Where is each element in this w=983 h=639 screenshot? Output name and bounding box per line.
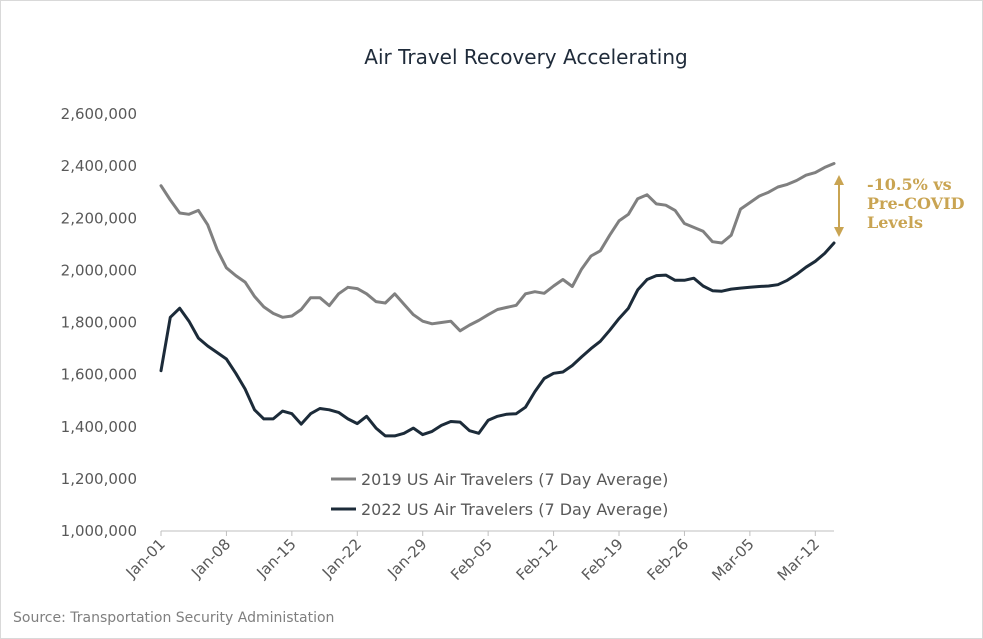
x-tick-label: Feb-19 <box>578 535 627 584</box>
series-line-2022 <box>159 241 836 438</box>
x-tick-label: Mar-05 <box>708 535 757 584</box>
x-tick-label: Jan-01 <box>122 535 169 582</box>
x-tick-label: Mar-12 <box>774 535 823 584</box>
legend: 2019 US Air Travelers (7 Day Average) 20… <box>331 470 668 519</box>
x-tick-label: Jan-08 <box>187 535 234 582</box>
y-tick-label: 1,600,000 <box>61 366 137 384</box>
annotation-line-3: Levels <box>867 213 923 232</box>
source-note: Source: Transportation Security Administ… <box>13 610 334 626</box>
gap-annotation: -10.5% vs Pre-COVID Levels <box>834 175 965 237</box>
annotation-line-1: -10.5% vs <box>867 175 952 194</box>
y-tick-label: 1,000,000 <box>61 522 137 540</box>
y-tick-label: 2,200,000 <box>61 209 137 227</box>
y-tick-label: 1,200,000 <box>61 470 137 488</box>
x-tick-label: Feb-12 <box>513 535 562 584</box>
gap-arrow-head-up <box>834 175 844 185</box>
y-tick-label: 2,400,000 <box>61 157 137 175</box>
gap-arrow-head-down <box>834 227 844 237</box>
x-tick-label: Feb-26 <box>643 535 692 584</box>
y-tick-label: 2,000,000 <box>61 261 137 279</box>
x-tick-label: Jan-29 <box>383 535 430 582</box>
series-line-2019 <box>159 162 836 333</box>
legend-label-2022: 2022 US Air Travelers (7 Day Average) <box>361 500 668 519</box>
legend-label-2019: 2019 US Air Travelers (7 Day Average) <box>361 470 668 489</box>
y-tick-label: 1,400,000 <box>61 418 137 436</box>
y-tick-label: 1,800,000 <box>61 314 137 332</box>
x-axis: Jan-01 Jan-08 Jan-15 Jan-22 Jan-29 Feb-05 Feb-… <box>122 530 834 584</box>
chart-title: Air Travel Recovery Accelerating <box>364 45 687 69</box>
series-layer <box>159 162 836 438</box>
x-tick-label: Jan-15 <box>253 535 300 582</box>
y-axis: 1,000,000 1,200,000 1,400,000 1,600,000 1,80… <box>61 105 137 540</box>
annotation-line-2: Pre-COVID <box>867 194 965 213</box>
x-tick-label: Feb-05 <box>447 535 496 584</box>
x-tick-label: Jan-22 <box>318 535 365 582</box>
y-tick-label: 2,600,000 <box>61 105 137 123</box>
